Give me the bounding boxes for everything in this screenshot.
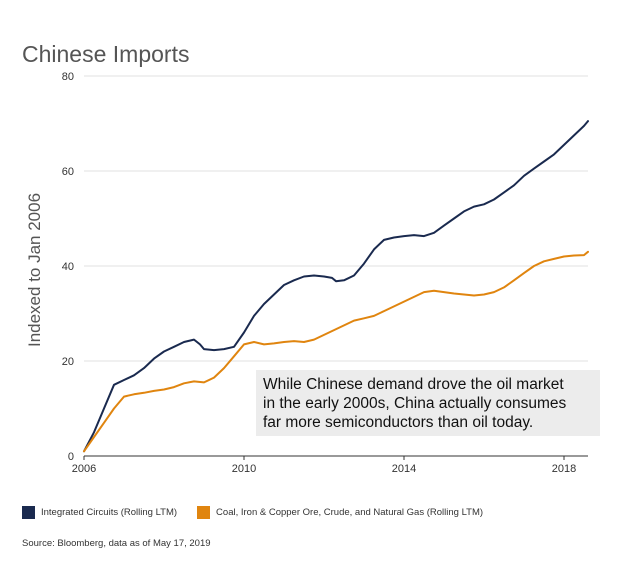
y-tick-label-60: 60 (62, 166, 74, 178)
legend-swatch-integrated-circuits (22, 506, 35, 519)
annotation-line-3: far more semiconductors than oil today. (263, 414, 533, 431)
axes (83, 455, 588, 460)
annotation-line-2: in the early 2000s, China actually consu… (263, 395, 567, 412)
legend-swatch-commodities (197, 506, 211, 519)
y-tick-label-20: 20 (62, 356, 74, 368)
y-tick-label-0: 0 (68, 451, 74, 463)
y-tick-label-80: 80 (62, 71, 74, 83)
series-line-1 (83, 250, 589, 453)
x-tick-label-2018: 2018 (552, 463, 576, 475)
x-tick-labels: 2006 2010 2014 2018 (72, 463, 576, 475)
y-tick-labels: 0 20 40 60 80 (62, 71, 74, 463)
x-tick-label-2010: 2010 (232, 463, 256, 475)
legend-item-commodities: Coal, Iron & Copper Ore, Crude, and Natu… (197, 506, 483, 519)
chart-plot: 0 20 40 60 80 2006 2010 2014 2018 Indexed to Ja… (25, 71, 600, 475)
x-tick-label-2006: 2006 (72, 463, 96, 475)
x-tick-label-2014: 2014 (392, 463, 416, 475)
source-note: Source: Bloomberg, data as of May 17, 20… (22, 538, 211, 549)
y-tick-label-40: 40 (62, 261, 74, 273)
annotation-line-1: While Chinese demand drove the oil marke… (263, 376, 564, 393)
series-line-0 (83, 120, 589, 453)
annotation-box: While Chinese demand drove the oil marke… (256, 370, 600, 436)
chart-title: Chinese Imports (22, 41, 190, 68)
legend-label-commodities: Coal, Iron & Copper Ore, Crude, and Natu… (216, 507, 484, 518)
series-lines (83, 120, 589, 453)
legend-item-integrated-circuits: Integrated Circuits (Rolling LTM) (22, 506, 177, 519)
legend: Integrated Circuits (Rolling LTM) Coal, … (22, 506, 503, 519)
legend-label-integrated-circuits: Integrated Circuits (Rolling LTM) (41, 507, 178, 518)
y-axis-label: Indexed to Jan 2006 (25, 193, 44, 347)
